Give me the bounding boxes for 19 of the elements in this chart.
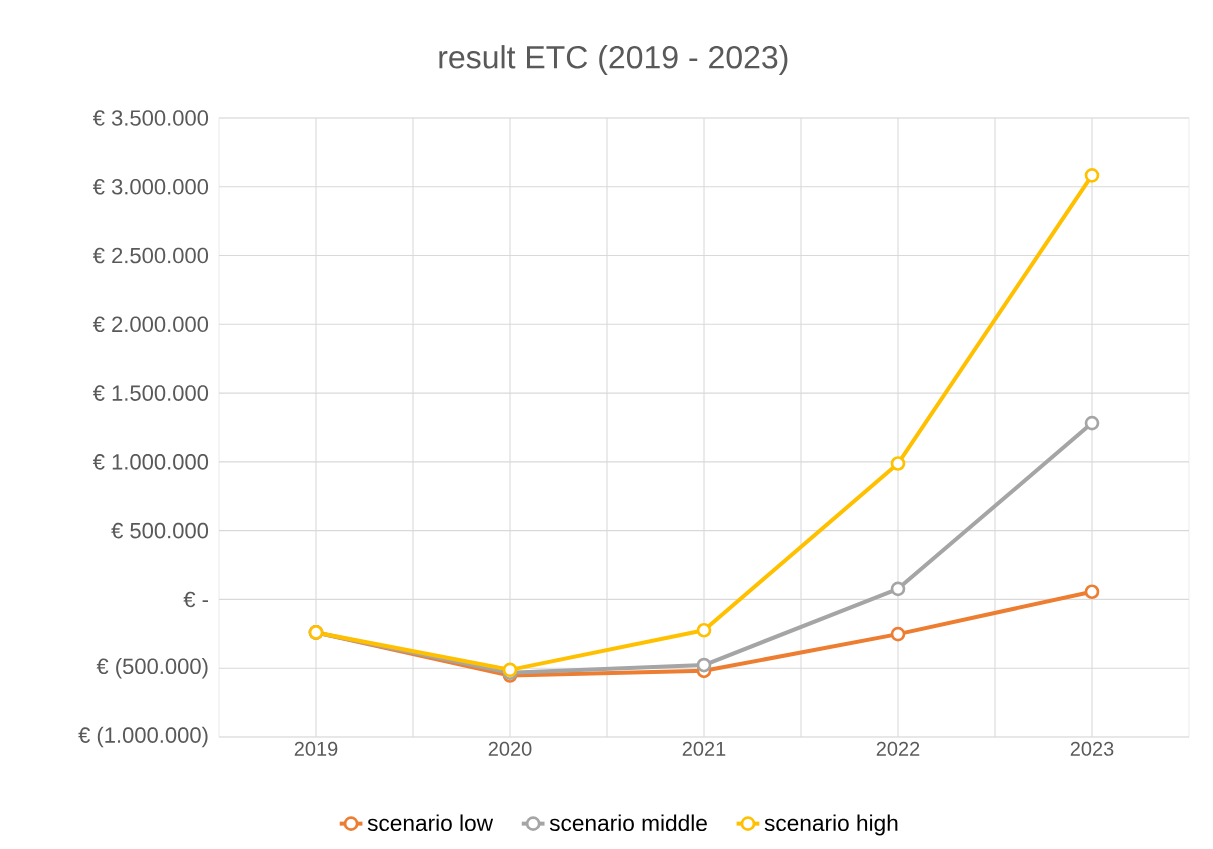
x-tick-label: 2019	[294, 741, 338, 756]
y-tick-label: € 2.000.000	[92, 316, 209, 333]
x-tick-label: 2022	[876, 741, 920, 756]
y-tick-label: € 3.000.000	[92, 178, 209, 195]
legend-label: scenario low	[367, 814, 494, 832]
y-tick-label: € 2.500.000	[92, 247, 209, 264]
chart-title: result ETC (2019 - 2023)	[439, 45, 788, 75]
y-tick-label: € (1.000.000)	[78, 726, 208, 748]
x-tick-label: 2021	[682, 741, 726, 756]
y-tick-label: € 1.000.000	[92, 454, 209, 470]
y-tick-label: € 500.000	[111, 522, 209, 539]
x-tick-label: 2023	[1070, 741, 1114, 756]
y-tick-label: € (500.000)	[96, 657, 208, 679]
y-tick-label: € 1.500.000	[92, 385, 209, 401]
y-tick-label: € -	[183, 591, 208, 608]
y-tick-label: € 3.500.000	[92, 110, 209, 126]
legend-label: scenario middle	[549, 814, 707, 832]
legend-label: scenario high	[764, 814, 898, 836]
x-tick-label: 2020	[488, 741, 532, 756]
